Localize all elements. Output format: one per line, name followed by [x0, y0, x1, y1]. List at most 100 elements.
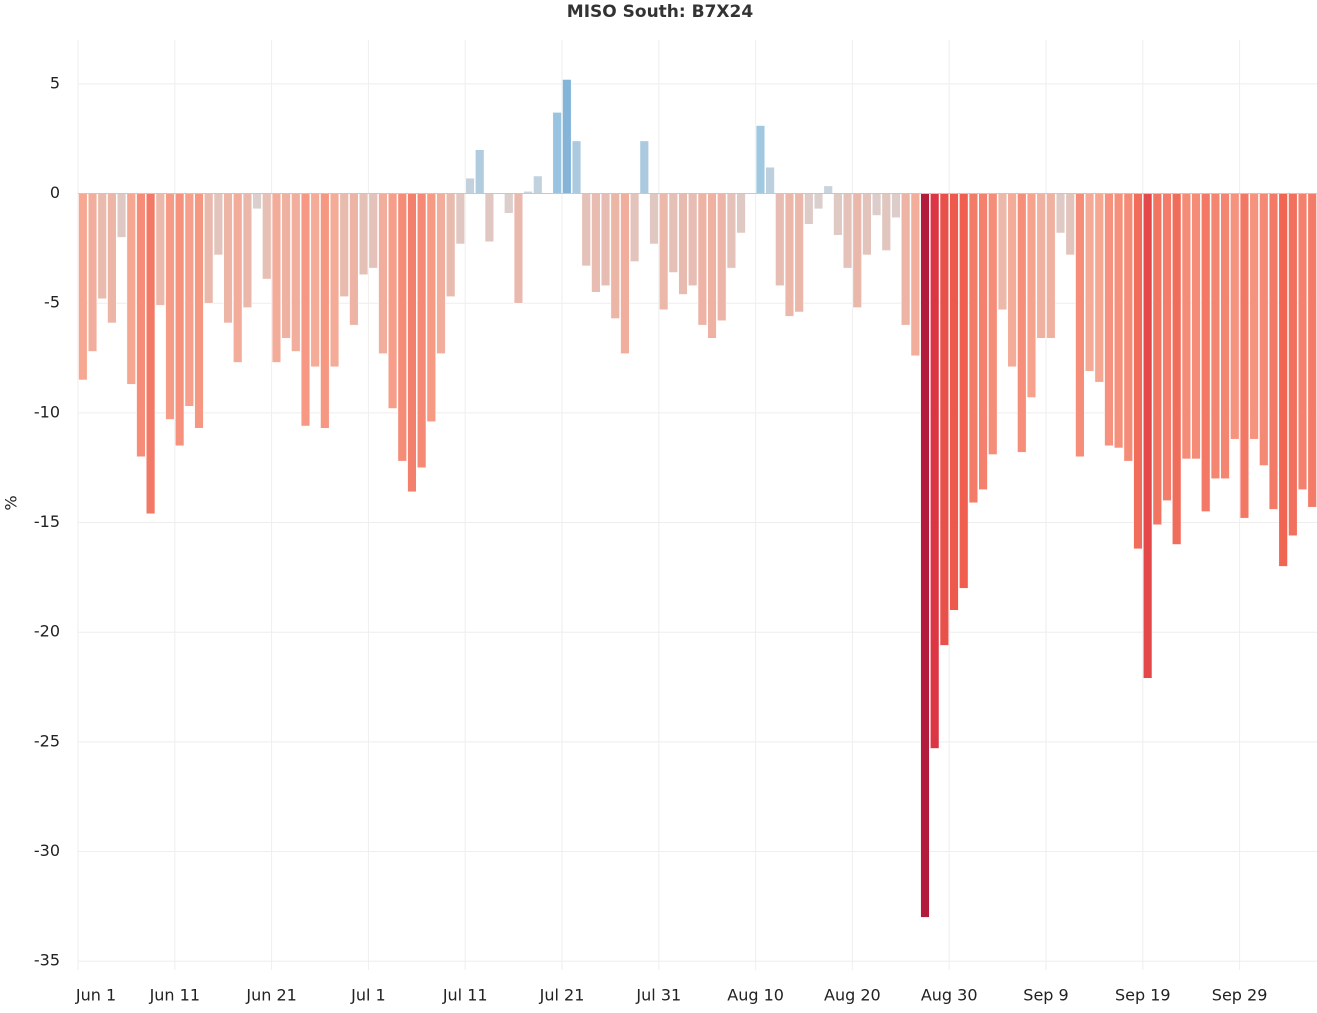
bar [262, 193, 272, 280]
bar [1143, 193, 1153, 679]
bar [242, 193, 252, 308]
bar [513, 193, 524, 304]
bar [784, 193, 795, 317]
bar [1114, 193, 1124, 449]
bar [678, 193, 688, 295]
bar [175, 193, 185, 447]
bar [271, 193, 282, 363]
bar [165, 193, 175, 420]
bar [804, 193, 814, 225]
bar [1278, 193, 1288, 567]
bar [765, 166, 775, 194]
chart-title: MISO South: B7X24 [567, 2, 754, 22]
bar [1230, 193, 1240, 440]
bar [775, 193, 785, 286]
bar [87, 193, 98, 352]
x-tick-label: Jul 31 [635, 986, 681, 1005]
bar [397, 193, 407, 462]
bar [1259, 193, 1269, 466]
x-tick-label: Aug 20 [824, 986, 881, 1005]
bar [968, 193, 978, 504]
x-tick-label: Jul 21 [539, 986, 585, 1005]
bar [717, 193, 727, 322]
y-tick-label: -20 [34, 622, 60, 641]
x-tick-label: Jun 1 [75, 986, 116, 1005]
bar [794, 193, 804, 313]
bar [997, 193, 1008, 311]
bar [1084, 193, 1095, 372]
bar [417, 193, 427, 468]
bar [378, 193, 388, 354]
x-tick-label: Jun 11 [149, 986, 200, 1005]
x-tick-label: Jun 21 [245, 986, 296, 1005]
bar [310, 193, 320, 368]
bar [910, 193, 920, 357]
bar [591, 193, 601, 293]
bar [813, 193, 824, 210]
bar [610, 193, 620, 319]
bar [620, 193, 630, 354]
bar [533, 175, 543, 194]
bar [1210, 193, 1220, 479]
bar [1220, 193, 1230, 479]
bar [736, 193, 746, 234]
bar [891, 193, 901, 218]
bar [688, 193, 698, 286]
bar [978, 193, 988, 490]
x-tick-label: Sep 29 [1212, 986, 1268, 1005]
bar [930, 193, 940, 749]
bar [562, 79, 572, 194]
bar [155, 193, 165, 306]
y-tick-label: -10 [34, 402, 60, 421]
bar [252, 193, 262, 210]
bar [1017, 193, 1027, 453]
bar [504, 193, 514, 214]
bar [842, 193, 853, 269]
bar [1046, 193, 1056, 339]
bar [329, 193, 340, 368]
bar [1191, 193, 1201, 460]
bar [116, 193, 127, 238]
bar [1239, 193, 1250, 519]
bar [1065, 193, 1075, 256]
bar [339, 193, 349, 297]
bar [901, 193, 911, 326]
bar [223, 193, 233, 324]
bar [581, 193, 591, 267]
bar [649, 193, 659, 245]
bar [823, 185, 833, 194]
bar [959, 193, 969, 589]
bar [1152, 193, 1162, 525]
bar [407, 193, 417, 493]
bar [639, 140, 649, 194]
bar [484, 193, 494, 243]
bar [368, 193, 378, 269]
x-tick-label: Jul 1 [350, 986, 386, 1005]
x-tick-label: Aug 10 [727, 986, 784, 1005]
bar [726, 193, 736, 269]
bar [552, 112, 562, 194]
y-tick-label: -35 [34, 951, 60, 970]
bar [349, 193, 359, 326]
bar [358, 193, 369, 275]
bar [1297, 193, 1308, 490]
bar [97, 193, 107, 300]
bar [920, 193, 930, 918]
bar [1172, 193, 1182, 545]
bar [233, 193, 243, 363]
bar [862, 193, 872, 256]
bar [988, 193, 998, 455]
bar [184, 193, 194, 407]
bar [872, 193, 882, 216]
bar [949, 193, 959, 611]
bar [881, 193, 891, 251]
bar [78, 193, 88, 381]
bar [659, 193, 669, 311]
bar [204, 193, 214, 304]
y-tick-label: 5 [50, 73, 60, 92]
y-tick-label: 0 [50, 183, 60, 202]
bar [1288, 193, 1298, 536]
bar [281, 193, 291, 339]
bar [1094, 193, 1104, 383]
